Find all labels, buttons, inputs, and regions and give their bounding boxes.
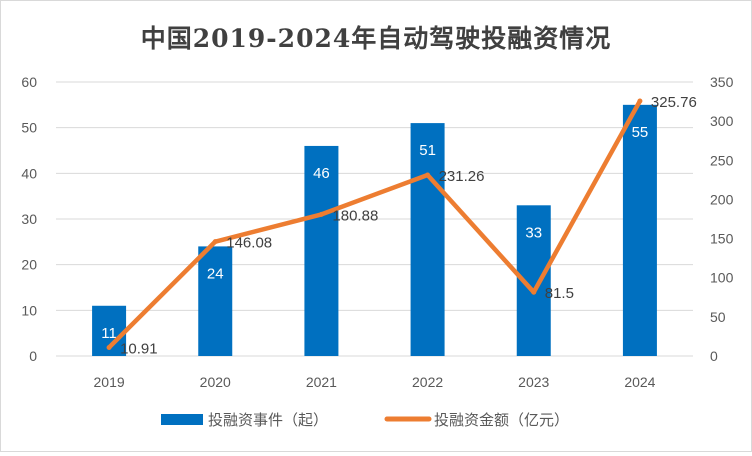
left-tick-label: 10 bbox=[21, 302, 37, 318]
bar-data-label: 51 bbox=[419, 142, 436, 159]
line-data-label: 81.5 bbox=[545, 285, 574, 302]
bar-data-label: 24 bbox=[207, 265, 224, 282]
bar-data-label: 33 bbox=[525, 224, 542, 241]
right-axis: 0 50 100 150 200 250 300 350 bbox=[710, 74, 734, 364]
line-path bbox=[106, 98, 643, 350]
line-point bbox=[212, 239, 218, 245]
line-data-label: 146.08 bbox=[226, 235, 272, 252]
legend: 投融资事件（起） 投融资金额（亿元） bbox=[161, 412, 569, 429]
x-tick-label: 2022 bbox=[412, 374, 443, 390]
x-tick-label: 2019 bbox=[94, 374, 125, 390]
line-point bbox=[637, 98, 643, 104]
left-tick-label: 50 bbox=[21, 120, 37, 136]
right-tick-label: 250 bbox=[710, 152, 734, 168]
line-data-label: 231.26 bbox=[439, 168, 485, 185]
legend-bar-label: 投融资事件（起） bbox=[208, 412, 328, 429]
line-data-label: 10.91 bbox=[120, 340, 158, 357]
chart-title: 中国2019-2024年自动驾驶投融资情况 bbox=[141, 24, 612, 53]
legend-bar-swatch bbox=[161, 414, 203, 425]
bar bbox=[410, 123, 445, 356]
right-tick-label: 150 bbox=[710, 231, 734, 247]
bar bbox=[304, 145, 339, 356]
right-tick-label: 300 bbox=[710, 113, 734, 129]
right-tick-label: 0 bbox=[710, 348, 718, 364]
gridlines bbox=[56, 81, 693, 357]
line-point bbox=[318, 211, 324, 217]
x-tick-label: 2024 bbox=[624, 374, 655, 390]
left-tick-label: 30 bbox=[21, 211, 37, 227]
left-tick-label: 40 bbox=[21, 165, 37, 181]
line-data-label: 180.88 bbox=[332, 207, 378, 224]
x-tick-label: 2020 bbox=[200, 374, 231, 390]
left-tick-label: 60 bbox=[21, 74, 37, 90]
bar bbox=[622, 104, 657, 356]
line-series: 10.91 146.08 180.88 231.26 81.5 325.76 bbox=[106, 94, 697, 357]
bar bbox=[198, 246, 233, 356]
left-axis: 0 10 20 30 40 50 60 bbox=[21, 74, 37, 364]
bar-data-label: 11 bbox=[101, 325, 117, 342]
x-tick-label: 2023 bbox=[518, 374, 549, 390]
line-point bbox=[425, 172, 431, 178]
x-tick-label: 2021 bbox=[306, 374, 337, 390]
bar-data-label: 46 bbox=[313, 165, 330, 182]
line-point bbox=[531, 289, 537, 295]
bar-data-label: 55 bbox=[632, 124, 649, 141]
line-data-label: 325.76 bbox=[651, 94, 697, 111]
left-tick-label: 20 bbox=[21, 257, 37, 273]
bar-series: 11 24 46 51 33 55 bbox=[92, 104, 657, 356]
right-tick-label: 200 bbox=[710, 191, 734, 207]
right-tick-label: 350 bbox=[710, 74, 734, 90]
right-tick-label: 50 bbox=[710, 309, 726, 325]
x-axis: 2019 2020 2021 2022 2023 2024 bbox=[94, 374, 656, 390]
left-tick-label: 0 bbox=[29, 348, 37, 364]
right-tick-label: 100 bbox=[710, 270, 734, 286]
legend-line-label: 投融资金额（亿元） bbox=[434, 412, 569, 429]
line-point bbox=[106, 344, 112, 350]
